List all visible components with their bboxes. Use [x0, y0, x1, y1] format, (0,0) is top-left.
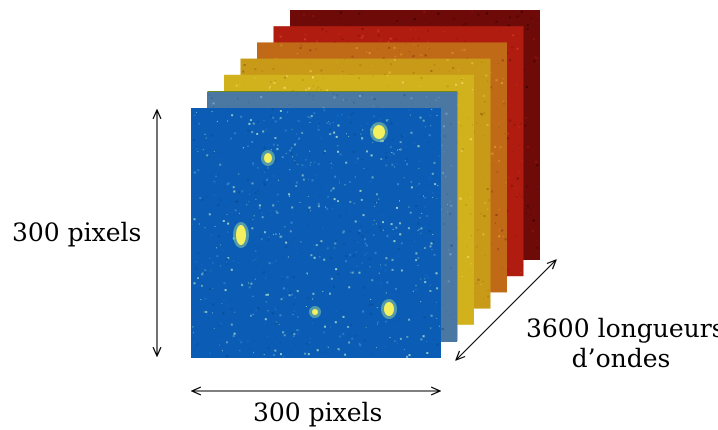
bright-spot	[264, 153, 272, 163]
depth-label-line2: d’ondes	[571, 344, 671, 373]
bright-spot	[312, 309, 318, 315]
width-label: 300 pixels	[253, 398, 383, 427]
bright-spot	[384, 302, 394, 316]
depth-label: 3600 longueurs d’ondes	[526, 314, 718, 374]
depth-label-line1: 3600 longueurs	[526, 314, 718, 343]
layer-blue-front	[191, 108, 441, 358]
bright-spots	[233, 122, 397, 319]
bright-spot	[373, 125, 385, 139]
depth-arrow	[456, 260, 556, 360]
height-label: 300 pixels	[12, 218, 142, 247]
spectral-layer-stack	[191, 10, 540, 358]
bright-spot	[236, 225, 246, 245]
